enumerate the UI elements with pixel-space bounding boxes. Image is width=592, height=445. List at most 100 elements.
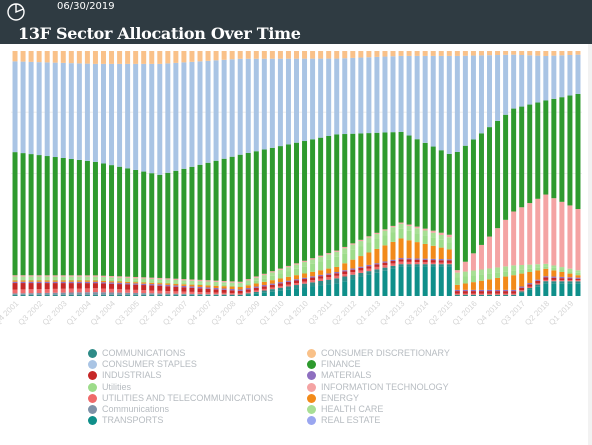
bar-segment-utilities-and-telecommunications [213, 292, 219, 295]
bar-segment-utilities [117, 280, 123, 282]
bar-segment-information-technology [527, 203, 533, 265]
bar-stack [535, 51, 541, 296]
bar-segment-information-technology [495, 228, 501, 268]
bar-segment-communications [551, 281, 557, 284]
x-tick-label: Q4 2007 [185, 299, 213, 327]
bar-stack [551, 51, 557, 296]
bar-segment-materials [117, 282, 123, 285]
bar-segment-energy [84, 280, 90, 282]
bar-segment-information-technology [189, 279, 195, 281]
bar-segment-utilities-and-telecommunications [84, 288, 90, 293]
bar-segment-finance [430, 146, 436, 231]
bar-segment-materials [221, 288, 227, 290]
bar-segment-information-technology [277, 268, 283, 270]
header-bar: 06/30/2019 13F Sector Allocation Over Ti… [0, 0, 592, 44]
bar-segment-transports [422, 266, 428, 296]
bar-segment-finance [414, 139, 420, 227]
legend-item[interactable]: INDUSTRIALS [88, 370, 162, 381]
bar-stack [334, 51, 340, 296]
legend-item[interactable]: COMMUNICATIONS [88, 348, 185, 359]
bar-segment-information-technology [109, 276, 115, 278]
bar-stack [205, 51, 211, 296]
legend-item[interactable]: MATERIALS [307, 370, 371, 381]
bar-segment-utilities [245, 283, 251, 286]
bar-segment-industrials [454, 291, 460, 294]
bar-segment-materials [125, 283, 131, 285]
bar-segment-industrials [261, 286, 267, 289]
legend-label: CONSUMER DISCRETIONARY [321, 348, 450, 358]
bar-segment-consumer-discretionary [366, 51, 372, 58]
legend-item[interactable]: REAL ESTATE [307, 415, 380, 426]
bar-segment-consumer-discretionary [527, 51, 533, 56]
bar-segment-consumer-staples [109, 63, 115, 166]
bar-segment-utilities [535, 267, 541, 271]
bar-segment-utilities [237, 285, 243, 287]
bar-segment-utilities-and-telecommunications [318, 278, 324, 281]
bar-segment-consumer-discretionary [462, 51, 468, 56]
bar-segment-communications [165, 294, 171, 296]
bar-segment-industrials [20, 283, 26, 290]
legend-item[interactable]: UTILITIES AND TELECOMMUNICATIONS [88, 393, 273, 404]
bar-segment-utilities-and-telecommunications [133, 289, 139, 293]
bar-segment-information-technology [358, 239, 364, 242]
bar-segment-utilities [92, 279, 98, 281]
legend-item[interactable]: FINANCE [307, 359, 361, 370]
bar-segment-finance [398, 131, 404, 223]
bar-segment-materials [245, 288, 251, 290]
legend-item[interactable]: Communications [88, 404, 169, 415]
bar-stack [12, 51, 18, 296]
x-tick-label: Q4 2004 [89, 299, 117, 327]
bar-segment-communications [92, 292, 98, 295]
legend-item[interactable]: INFORMATION TECHNOLOGY [307, 382, 449, 393]
bar-segment-health-care [567, 268, 573, 272]
bar-segment-utilities [197, 283, 203, 286]
bar-segment-finance [334, 134, 340, 251]
bar-segment-utilities [44, 279, 50, 281]
bar-segment-communications [125, 292, 131, 295]
bar-segment-utilities [12, 279, 18, 281]
bar-segment-information-technology [406, 224, 412, 226]
bar-segment-utilities-and-telecommunications [446, 262, 452, 265]
legend-item[interactable]: CONSUMER STAPLES [88, 359, 197, 370]
bar-segment-finance [438, 150, 444, 233]
bar-segment-industrials [462, 291, 468, 294]
bar-segment-communications [149, 294, 155, 296]
bar-segment-materials [302, 277, 308, 280]
legend-item[interactable]: HEALTH CARE [307, 404, 383, 415]
bar-segment-finance [511, 108, 517, 212]
bar-stack [559, 51, 565, 296]
bar-segment-energy [318, 270, 324, 275]
bar-stack [44, 51, 50, 296]
legend-item[interactable]: TRANSPORTS [88, 415, 163, 426]
bar-segment-utilities-and-telecommunications [334, 275, 340, 279]
bar-segment-communications [12, 293, 18, 295]
bar-segment-information-technology [221, 280, 227, 283]
bar-segment-information-technology [382, 229, 388, 231]
bar-segment-communications [12, 294, 18, 296]
bar-segment-utilities-and-telecommunications [511, 293, 517, 295]
x-tick-label: Q1 2010 [258, 299, 286, 327]
bar-segment-utilities [478, 274, 484, 281]
bar-segment-health-care [575, 270, 581, 273]
bar-segment-utilities-and-telecommunications [559, 279, 565, 282]
bar-segment-health-care [350, 244, 356, 250]
bar-segment-utilities [149, 281, 155, 283]
bar-segment-materials [438, 259, 444, 261]
bar-segment-utilities-and-telecommunications [430, 262, 436, 265]
bar-segment-finance [310, 139, 316, 259]
bar-segment-finance [302, 141, 308, 261]
legend-item[interactable]: ENERGY [307, 393, 359, 404]
bar-segment-health-care [503, 266, 509, 272]
legend-item[interactable]: CONSUMER DISCRETIONARY [307, 348, 450, 359]
bar-segment-industrials [44, 283, 50, 290]
bar-segment-finance [100, 163, 106, 276]
bar-stack [446, 51, 452, 296]
bar-segment-transports [406, 266, 412, 296]
bar-segment-utilities-and-telecommunications [551, 279, 557, 282]
x-tick-label: Q2 2009 [234, 299, 262, 327]
bar-segment-materials [157, 284, 163, 286]
bar-segment-transports [342, 281, 348, 296]
bar-segment-materials [318, 274, 324, 277]
legend-item[interactable]: Utilities [88, 382, 131, 393]
